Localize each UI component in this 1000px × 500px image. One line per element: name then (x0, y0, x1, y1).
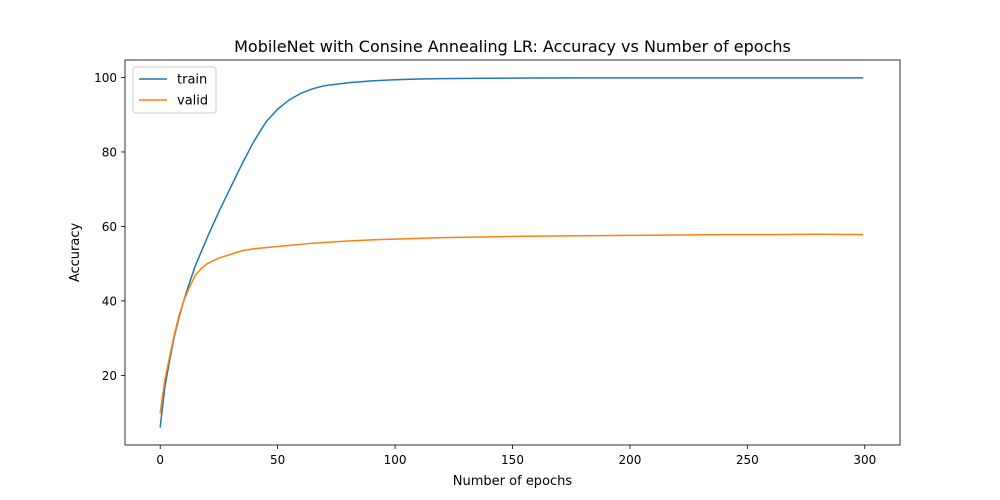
legend-label-valid: valid (177, 94, 208, 109)
x-tick-label: 200 (618, 453, 641, 467)
chart-title: MobileNet with Consine Annealing LR: Acc… (234, 37, 791, 56)
y-tick-label: 40 (102, 294, 117, 308)
y-tick-label: 100 (94, 71, 117, 85)
y-tick-label: 80 (102, 145, 117, 159)
plot-frame (124, 59, 901, 446)
x-tick-label: 0 (156, 453, 164, 467)
series-line-valid (159, 233, 864, 414)
x-tick-label: 300 (853, 453, 876, 467)
x-tick-label: 50 (270, 453, 285, 467)
series-line-train (159, 77, 864, 428)
y-axis-label: Accuracy (68, 223, 83, 283)
legend-label-train: train (177, 73, 207, 88)
series-group (159, 77, 864, 428)
x-axis-label: Number of epochs (453, 474, 573, 489)
x-tick-label: 100 (384, 453, 407, 467)
y-tick-label: 20 (102, 369, 117, 383)
legend: train valid (132, 66, 217, 114)
x-tick-label: 250 (736, 453, 759, 467)
x-axis: 0 50 100 150 200 250 300 (156, 445, 876, 467)
x-tick-label: 150 (501, 453, 524, 467)
y-axis: 20 40 60 80 100 (94, 71, 125, 383)
y-tick-label: 60 (102, 220, 117, 234)
